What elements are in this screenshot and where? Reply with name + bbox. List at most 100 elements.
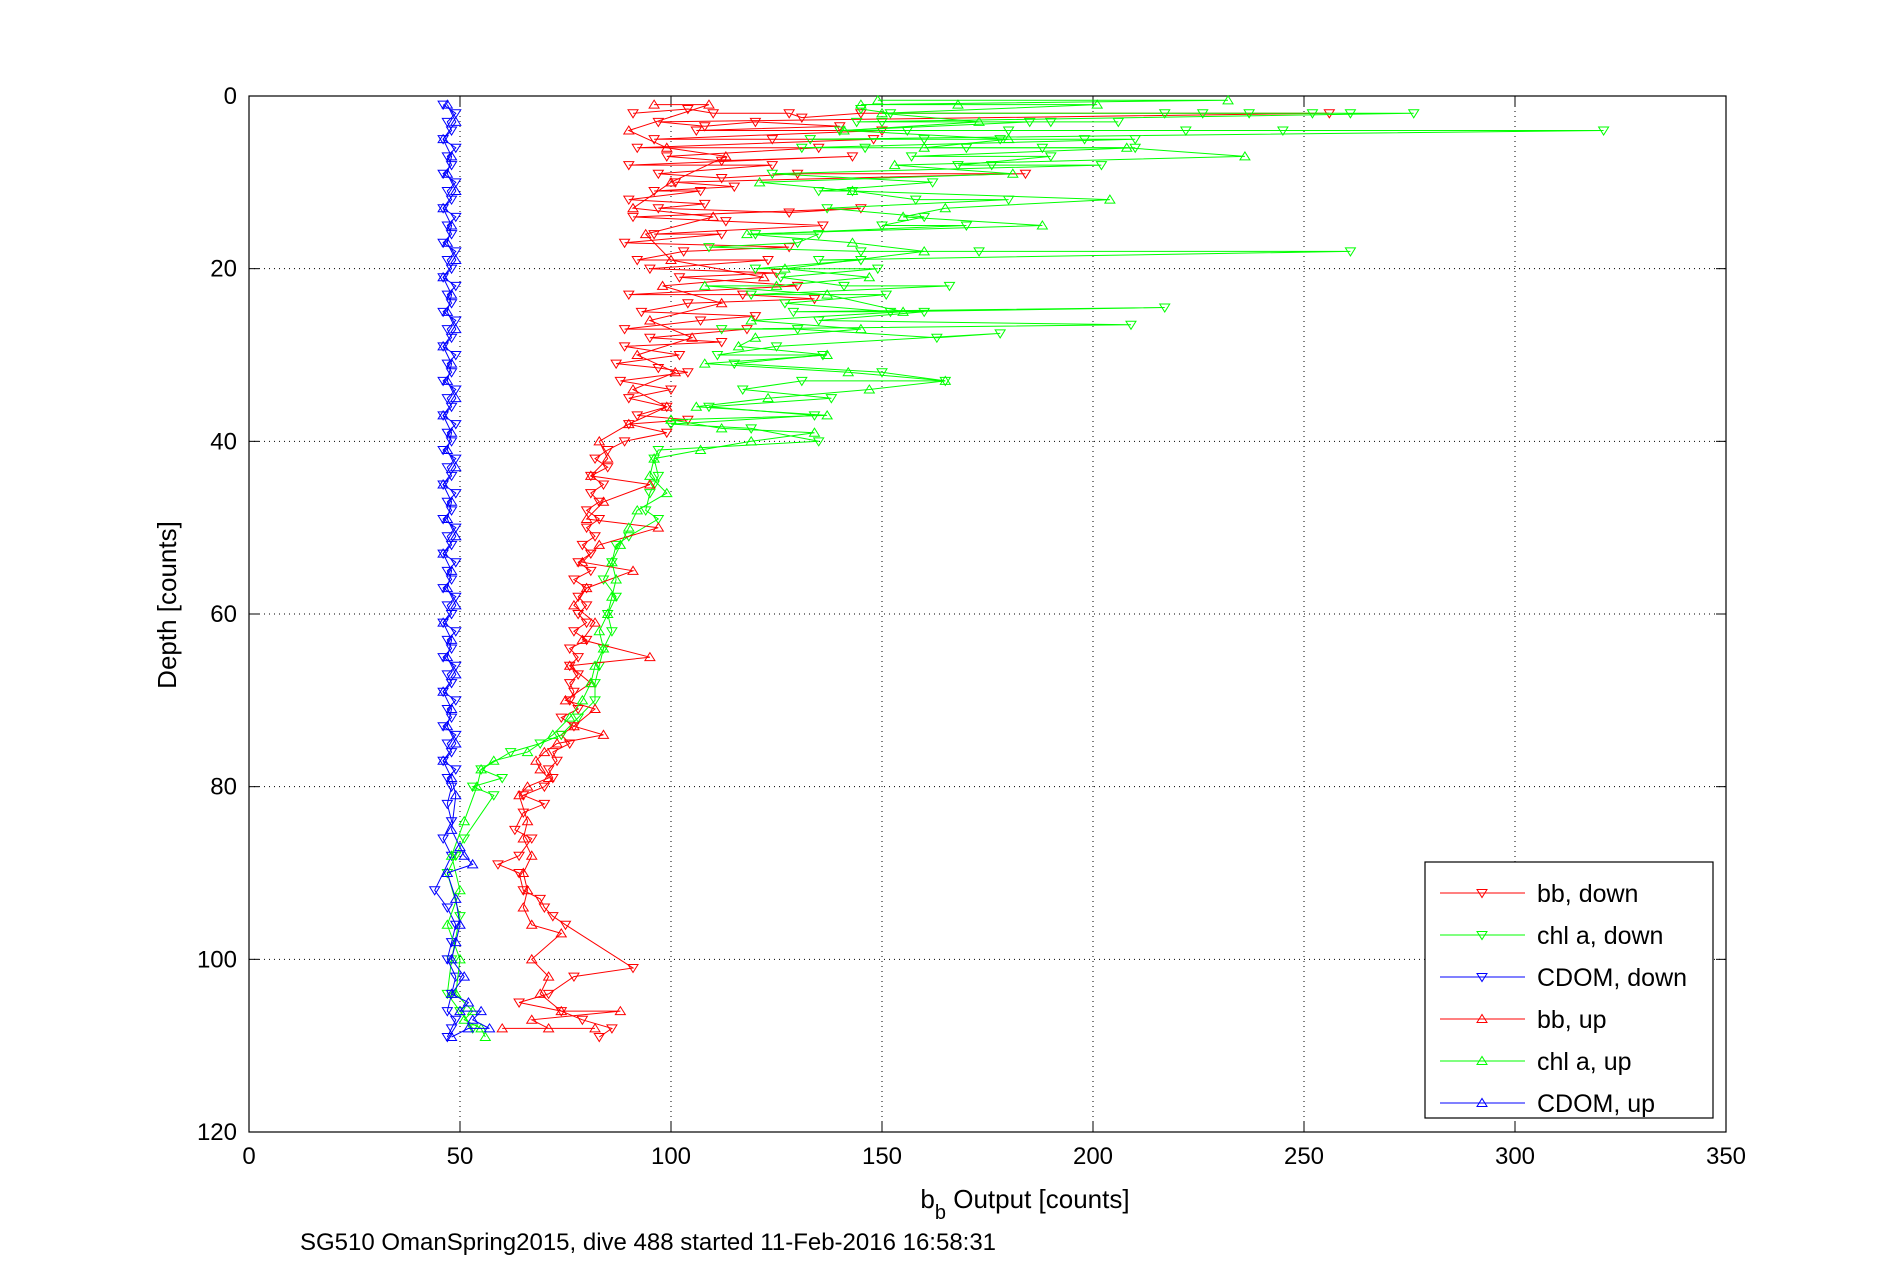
data-point [660, 152, 673, 162]
data-point [568, 972, 580, 983]
data-point [770, 280, 783, 290]
data-point [854, 323, 867, 334]
data-point [719, 150, 732, 161]
data-point [808, 294, 821, 305]
data-point [804, 135, 817, 145]
data-point [614, 376, 627, 387]
data-point [627, 212, 639, 223]
data-point [437, 202, 450, 213]
data-point [487, 791, 500, 801]
data-point [449, 789, 462, 800]
data-point [994, 329, 1007, 339]
data-point [538, 903, 551, 913]
data-point [437, 204, 450, 214]
data-point [572, 610, 585, 620]
data-point [437, 342, 450, 352]
data-point [449, 523, 462, 534]
data-point [534, 763, 547, 774]
data-point [568, 575, 580, 585]
data-point [428, 886, 441, 896]
data-point [681, 104, 694, 115]
data-point [449, 558, 462, 568]
data-point [589, 617, 601, 627]
data-point [812, 437, 825, 447]
data-point [441, 186, 454, 197]
data-point [694, 316, 707, 326]
data-point [584, 566, 597, 577]
data-point [1006, 168, 1019, 178]
data-point [901, 126, 914, 136]
data-point [597, 729, 610, 739]
data-point [449, 738, 462, 748]
data-point [622, 420, 635, 430]
data-point [492, 860, 504, 870]
data-point [648, 99, 661, 109]
data-point [563, 739, 576, 749]
data-point [458, 971, 471, 981]
data-point [1019, 169, 1032, 180]
data-point [715, 156, 728, 167]
data-point [1002, 133, 1015, 144]
data-point [694, 186, 707, 197]
data-point [770, 342, 783, 352]
data-point [597, 575, 610, 585]
data-point [445, 1031, 458, 1042]
x-axis-label: bb Output [counts] [920, 1184, 1129, 1224]
data-point [774, 273, 787, 283]
data-point [538, 746, 551, 757]
data-point [1407, 109, 1420, 119]
data-point [441, 290, 454, 301]
data-point [580, 582, 593, 593]
data-point [521, 781, 534, 791]
data-point [441, 739, 454, 749]
data-point [673, 351, 686, 361]
legend-box [1424, 861, 1714, 1119]
data-point [475, 763, 488, 774]
data-point [762, 256, 774, 266]
data-point [627, 109, 639, 119]
data-point [584, 470, 597, 480]
data-point [521, 884, 534, 895]
data-point [795, 143, 808, 154]
data-point [681, 368, 694, 378]
data-point [779, 299, 791, 309]
data-point [952, 161, 964, 171]
data-point [1597, 126, 1610, 136]
legend-label: bb, down [1537, 880, 1638, 908]
data-point [572, 653, 585, 663]
data-point [546, 774, 559, 784]
data-point [918, 142, 931, 152]
data-point [606, 1024, 618, 1034]
legend-label: chl a, up [1537, 1048, 1632, 1076]
y-tick-label: 120 [197, 1119, 237, 1146]
data-point [1129, 135, 1142, 145]
data-point [838, 281, 850, 292]
legend-marker [1476, 1055, 1488, 1065]
data-point [631, 256, 644, 266]
data-point [441, 774, 454, 784]
data-point [437, 340, 450, 351]
data-point [665, 414, 677, 424]
data-point [542, 1022, 555, 1033]
data-point [783, 109, 796, 119]
data-point [698, 199, 711, 210]
data-point [546, 912, 559, 922]
data-point [437, 480, 450, 490]
data-point [808, 427, 821, 437]
data-point [593, 515, 606, 525]
data-point [576, 1015, 589, 1026]
data-point [458, 815, 471, 826]
data-point [542, 765, 555, 775]
data-point [1306, 109, 1319, 119]
data-point [703, 99, 715, 109]
data-point [660, 487, 673, 498]
data-point [555, 1005, 568, 1016]
data-point [766, 169, 779, 180]
data-point [601, 453, 614, 463]
data-point [572, 713, 585, 724]
data-point [517, 791, 530, 801]
data-point [665, 420, 677, 430]
data-point [846, 237, 859, 247]
data-point [454, 1005, 466, 1016]
data-point [1222, 94, 1234, 105]
